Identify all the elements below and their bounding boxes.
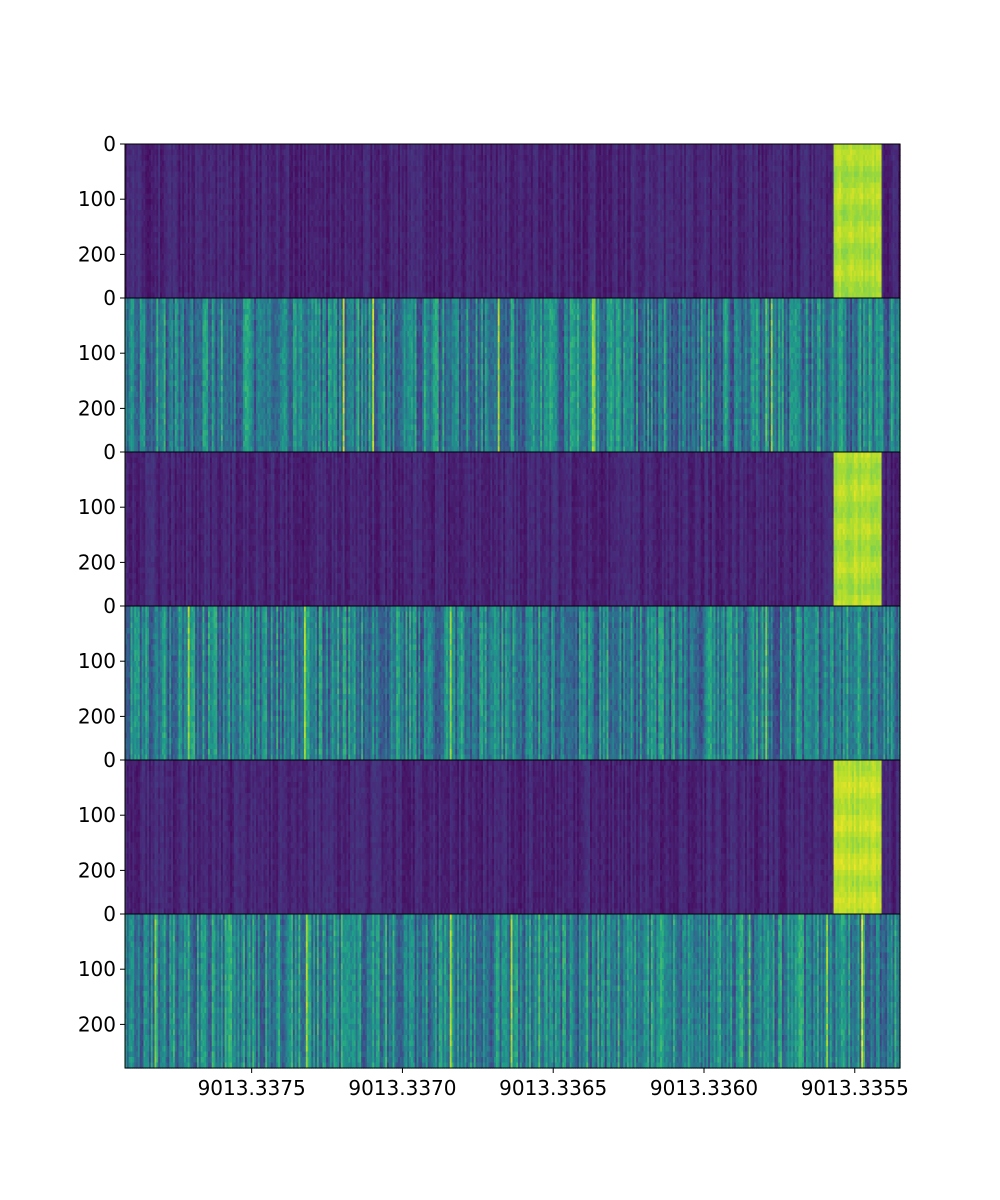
panels: 0100200010020001002000100200010020001002… [78, 132, 901, 1069]
